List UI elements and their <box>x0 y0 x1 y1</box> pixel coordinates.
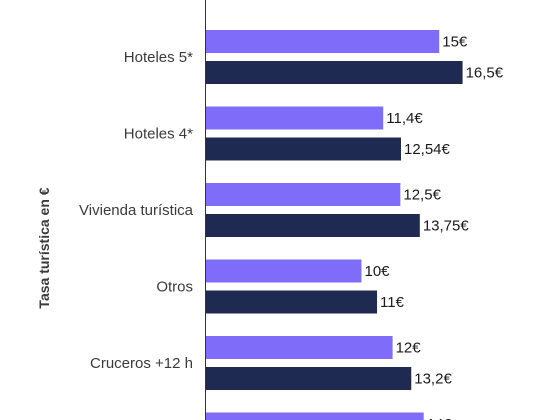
data-label: 10€ <box>365 263 391 280</box>
data-label: 11€ <box>380 294 405 311</box>
category-label: Otros <box>156 279 193 296</box>
data-label: 11,4€ <box>386 110 423 127</box>
data-label: 12€ <box>396 340 422 357</box>
data-label: 16,5€ <box>466 65 504 82</box>
data-label: 12,54€ <box>404 141 451 158</box>
bar <box>206 367 412 390</box>
bar <box>206 183 401 206</box>
data-label: 12,5€ <box>403 187 441 204</box>
bar <box>206 106 384 130</box>
data-label: 13,2€ <box>414 371 452 388</box>
category-label: Hoteles 5* <box>124 49 193 66</box>
bar <box>206 137 401 161</box>
category-label: Hoteles 4* <box>124 126 193 143</box>
bar <box>206 214 420 237</box>
data-label: 14€ <box>427 416 453 420</box>
bar <box>206 290 378 314</box>
bars-group: Hoteles 5* 15€ 16,5€ Hoteles 4* 11,4€ 12,54€ V… <box>79 30 504 420</box>
bar <box>206 336 393 359</box>
bar <box>206 30 440 53</box>
bar <box>206 259 362 283</box>
data-label: 15€ <box>442 34 468 51</box>
category-label: Vivienda turística <box>79 202 194 219</box>
bar <box>206 61 463 84</box>
y-axis-title: Tasa turística en € <box>36 187 52 308</box>
category-label: Cruceros +12 h <box>90 355 193 372</box>
bar <box>206 412 424 420</box>
data-label: 13,75€ <box>423 218 470 235</box>
